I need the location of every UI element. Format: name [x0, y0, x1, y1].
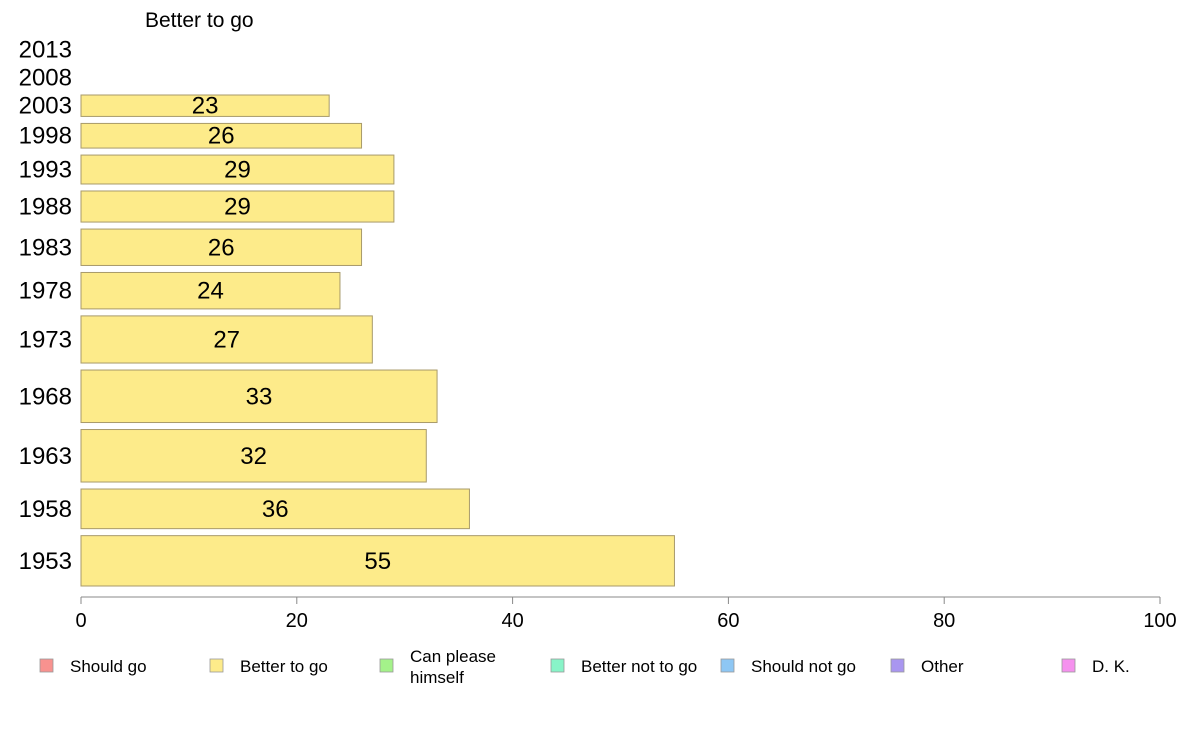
legend-label: D. K.: [1092, 657, 1130, 676]
legend-item: Better to go: [209, 657, 328, 676]
category-label: 2003: [19, 93, 72, 120]
category-label: 1958: [19, 496, 72, 523]
category-label: 1978: [19, 278, 72, 305]
x-tick-label: 40: [501, 610, 523, 632]
category-label: 1968: [19, 383, 72, 410]
bar: [80, 535, 675, 587]
value-label: 55: [364, 548, 391, 575]
x-tick-label: 0: [75, 610, 86, 632]
legend-label: Can please himself: [410, 647, 496, 687]
bar: [80, 154, 395, 185]
legend-item: Can please himself: [379, 647, 496, 687]
category-label: 1998: [19, 123, 72, 150]
legend-label: Other: [921, 657, 964, 676]
legend-label: Should go: [70, 657, 147, 676]
bar: [80, 94, 330, 117]
value-label: 33: [246, 383, 273, 410]
bar: [80, 271, 341, 310]
panel-title: Better to go: [145, 9, 254, 32]
value-label: 24: [197, 278, 224, 305]
bar: [80, 190, 395, 223]
legend-item: Other: [890, 657, 964, 676]
bar: [80, 315, 373, 364]
x-tick-label: 80: [933, 610, 955, 632]
legend-label: Should not go: [751, 657, 856, 676]
value-label: 29: [224, 157, 251, 184]
legend-item: Should not go: [720, 657, 856, 676]
value-label: 32: [240, 443, 267, 470]
value-label: 27: [213, 326, 240, 353]
bar: [80, 228, 363, 266]
category-label: 2008: [19, 65, 72, 92]
value-label: 23: [192, 93, 219, 120]
legend-swatch: [39, 658, 54, 673]
legend-swatch: [1061, 658, 1076, 673]
x-tick-label: 60: [717, 610, 739, 632]
bar: [80, 429, 427, 483]
x-axis: 0 20 40 60 80 100: [75, 596, 1177, 632]
value-label: 26: [208, 234, 235, 261]
legend-item: D. K.: [1061, 657, 1130, 676]
legend-swatch: [550, 658, 565, 673]
category-label: 1953: [19, 548, 72, 575]
legend-swatch: [209, 658, 224, 673]
value-label: 26: [208, 123, 235, 150]
bar: [80, 488, 470, 530]
category-label: 1973: [19, 326, 72, 353]
bar: [80, 122, 363, 149]
legend-label: Better to go: [240, 657, 328, 676]
legend-item: Better not to go: [550, 657, 697, 676]
category-label: 2013: [19, 37, 72, 64]
category-label: 1963: [19, 443, 72, 470]
legend-swatch: [379, 658, 394, 673]
category-label: 1983: [19, 234, 72, 261]
legend-swatch: [890, 658, 905, 673]
legend-label: Better not to go: [581, 657, 697, 676]
bar: [80, 369, 438, 424]
category-label: 1988: [19, 194, 72, 221]
category-label: 1993: [19, 157, 72, 184]
legend-swatch: [720, 658, 735, 673]
value-label: 36: [262, 496, 289, 523]
value-label: 29: [224, 194, 251, 221]
bars-layer: 1953 55 1958 36 1963 32 1968 33 1973 27 1978 24 1983…: [19, 37, 675, 587]
x-tick-label: 20: [286, 610, 308, 632]
x-tick-label: 100: [1143, 610, 1176, 632]
legend: Should go Better to go Can please himself Be…: [39, 647, 1130, 687]
legend-item: Should go: [39, 657, 147, 676]
